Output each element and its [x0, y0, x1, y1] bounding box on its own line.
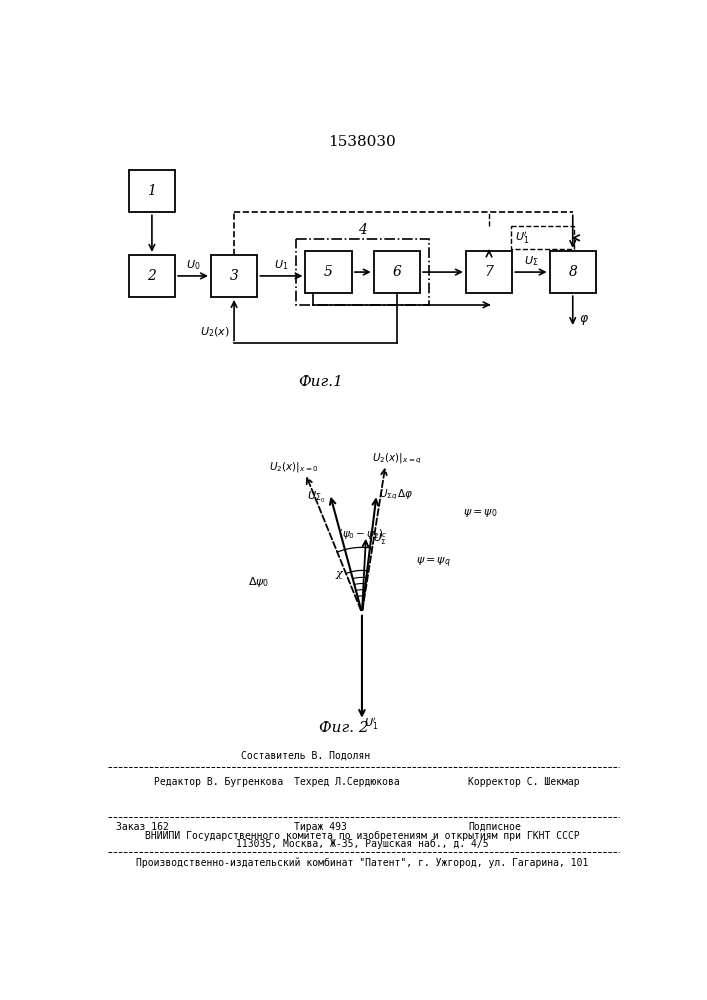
Text: $U_0$: $U_0$: [186, 258, 200, 272]
Text: Производственно-издательский комбинат "Патент", г. Ужгород, ул. Гагарина, 101: Производственно-издательский комбинат "П…: [136, 858, 588, 868]
Text: $U_{\Sigma_0}$: $U_{\Sigma_0}$: [307, 490, 325, 505]
Bar: [296, 239, 429, 305]
Text: $U_2(x)$: $U_2(x)$: [201, 326, 230, 339]
Text: $\psi=\psi_q$: $\psi=\psi_q$: [416, 556, 451, 570]
Text: ВНИИПИ Государственного комитета по изобретениям и открытиям при ГКНТ СССР: ВНИИПИ Государственного комитета по изоб…: [144, 831, 579, 841]
Text: $U_1'$: $U_1'$: [364, 716, 378, 732]
Text: Заказ 162: Заказ 162: [115, 822, 168, 832]
Text: 8: 8: [568, 265, 577, 279]
Text: Редактор В. Бугренкова: Редактор В. Бугренкова: [154, 777, 284, 787]
Text: $U_2(x)|_{x=q}$: $U_2(x)|_{x=q}$: [373, 451, 422, 466]
Text: Тираж 493: Тираж 493: [293, 822, 346, 832]
Bar: [305, 251, 352, 293]
Text: Составитель В. Подолян: Составитель В. Подолян: [241, 750, 370, 760]
Bar: [211, 255, 257, 297]
Text: 6: 6: [392, 265, 402, 279]
Text: χ: χ: [335, 569, 342, 579]
Text: 2: 2: [148, 269, 156, 283]
Bar: [549, 251, 596, 293]
Text: $U_\Sigma^c$: $U_\Sigma^c$: [373, 532, 387, 547]
Text: $U_{\Sigma q}\,\Delta\varphi$: $U_{\Sigma q}\,\Delta\varphi$: [379, 487, 414, 502]
Text: $U_1$: $U_1$: [274, 258, 288, 272]
Text: 5: 5: [325, 265, 333, 279]
Text: $U_1'$: $U_1'$: [515, 230, 529, 246]
Text: $U_\Sigma$: $U_\Sigma$: [524, 254, 538, 268]
Text: 7: 7: [484, 265, 493, 279]
Bar: [129, 255, 175, 297]
Text: 3: 3: [230, 269, 238, 283]
Bar: [129, 170, 175, 212]
Bar: [510, 226, 574, 249]
Text: 1538030: 1538030: [328, 135, 396, 149]
Text: $U_2(x)|_{x=0}$: $U_2(x)|_{x=0}$: [269, 460, 319, 474]
Bar: [466, 251, 513, 293]
Text: $\varphi$: $\varphi$: [579, 313, 589, 327]
Text: Фиг. 2: Фиг. 2: [320, 721, 369, 735]
Text: 1: 1: [148, 184, 156, 198]
Bar: [373, 251, 420, 293]
Text: 113035, Москва, Ж-35, Раушская наб., д. 4/5: 113035, Москва, Ж-35, Раушская наб., д. …: [235, 839, 489, 849]
Text: $(\psi_0-\psi_2)$: $(\psi_0-\psi_2)$: [338, 527, 383, 541]
Text: Техред Л.Сердюкова: Техред Л.Сердюкова: [293, 777, 399, 787]
Text: Корректор С. Шекмар: Корректор С. Шекмар: [468, 777, 580, 787]
Text: $\Delta\psi_0$: $\Delta\psi_0$: [247, 575, 269, 589]
Text: 4: 4: [358, 223, 367, 237]
Text: Подписное: Подписное: [468, 822, 521, 832]
Text: Фиг.1: Фиг.1: [298, 375, 344, 389]
Text: $\psi=\psi_0$: $\psi=\psi_0$: [462, 507, 498, 519]
